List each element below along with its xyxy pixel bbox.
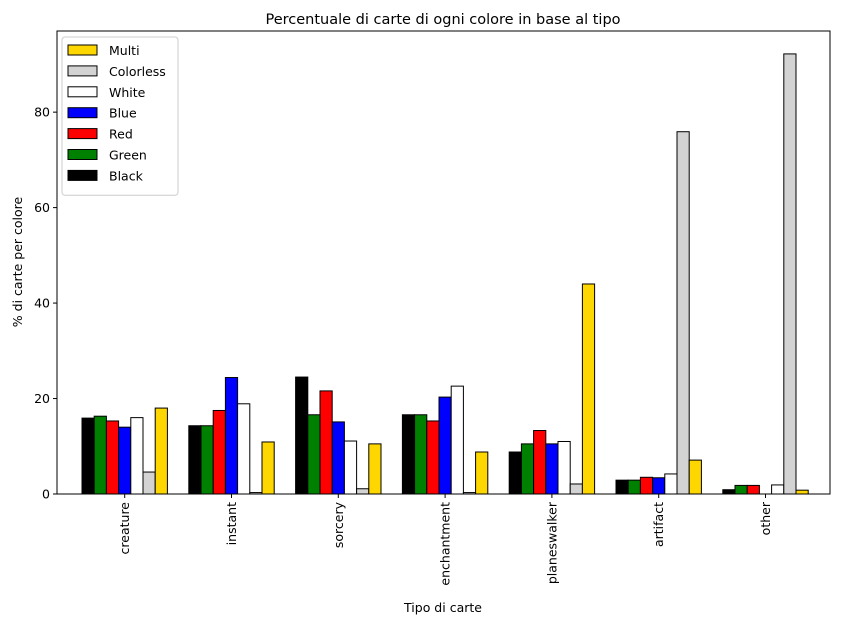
bar-red-artifact [639, 476, 654, 495]
bar-colorless-creature [142, 471, 156, 495]
bar-multi-planeswalker [581, 283, 596, 495]
y-tick-label: 20 [34, 391, 50, 406]
bar-multi-other [795, 489, 809, 495]
bar-blue-instant [224, 377, 239, 495]
bar-green-planeswalker [520, 443, 535, 495]
legend-swatch-multi [67, 44, 98, 56]
x-tick-label: creature [117, 502, 132, 555]
bar-red-enchantment [426, 420, 440, 495]
x-tick-label: sorcery [331, 501, 346, 548]
bar-black-artifact [615, 479, 629, 495]
bar-multi-enchantment [475, 451, 489, 495]
bar-black-sorcery [295, 376, 309, 495]
bar-green-other [734, 484, 748, 495]
x-axis-ticks: creature instant sorcery enchantment planesw… [117, 494, 773, 586]
bar-white-planeswalker [557, 440, 571, 495]
bar-green-enchantment [414, 414, 428, 495]
legend-label-green: Green [109, 148, 147, 163]
legend-swatch-black [67, 169, 98, 181]
x-tick-label: enchantment [438, 502, 453, 586]
legend-swatch-white [67, 86, 98, 98]
legend-label-black: Black [109, 168, 144, 183]
legend-swatch-blue [67, 107, 98, 119]
bar-green-artifact [627, 479, 641, 495]
bar-colorless-sorcery [356, 488, 370, 495]
bar-blue-artifact [652, 477, 666, 495]
bar-blue-creature [118, 426, 132, 495]
bar-multi-creature [154, 407, 168, 495]
bar-multi-instant [261, 441, 275, 495]
legend-swatch-red [67, 128, 98, 140]
bar-black-instant [188, 425, 202, 495]
bar-blue-planeswalker [545, 443, 559, 495]
bar-black-enchantment [401, 414, 416, 495]
x-tick-label: other [758, 501, 773, 535]
y-axis-ticks: 0 20 40 60 80 [34, 105, 57, 502]
bar-white-artifact [664, 473, 678, 495]
bar-multi-artifact [688, 459, 702, 495]
legend-label-multi: Multi [109, 43, 140, 58]
bar-white-other [771, 484, 785, 495]
bar-red-instant [212, 409, 226, 495]
bar-white-creature [130, 417, 144, 495]
bar-white-sorcery [343, 440, 358, 495]
bar-colorless-artifact [676, 131, 690, 495]
x-tick-label: instant [224, 502, 239, 545]
legend-swatch-green [67, 149, 98, 160]
bar-multi-sorcery [368, 443, 382, 495]
bar-green-creature [93, 415, 107, 495]
y-axis-label: % di carte per colore [10, 196, 25, 327]
y-tick-label: 0 [42, 487, 50, 502]
y-tick-label: 80 [34, 105, 50, 120]
legend-swatch-colorless [67, 65, 98, 77]
bar-black-other [722, 489, 736, 495]
chart-title: Percentuale di carte di ogni colore in b… [265, 12, 620, 28]
bar-red-creature [105, 420, 120, 495]
legend: Multi Colorless White Blue Red Green Black [61, 36, 179, 196]
legend-label-red: Red [109, 127, 133, 142]
legend-label-white: White [109, 85, 146, 100]
bar-white-enchantment [450, 385, 464, 495]
legend-label-colorless: Colorless [109, 64, 166, 79]
bar-black-creature [81, 417, 95, 495]
bar-blue-enchantment [438, 396, 452, 495]
legend-label-blue: Blue [109, 106, 137, 121]
y-tick-label: 40 [34, 296, 50, 311]
x-tick-label: artifact [651, 502, 666, 547]
bar-colorless-planeswalker [569, 483, 583, 495]
bar-blue-sorcery [331, 421, 345, 495]
bar-green-instant [200, 425, 214, 495]
bars-group [81, 53, 809, 495]
bar-black-planeswalker [508, 451, 522, 495]
plot-frame [56, 30, 831, 495]
y-tick-label: 60 [34, 200, 50, 215]
bar-red-sorcery [319, 390, 333, 495]
bar-white-instant [237, 403, 251, 495]
x-tick-label: planeswalker [544, 501, 559, 584]
x-axis-label: Tipo di carte [403, 600, 482, 615]
bar-red-planeswalker [533, 430, 547, 495]
bar-red-other [746, 484, 760, 495]
bar-colorless-other [783, 53, 797, 495]
bar-green-sorcery [307, 414, 321, 495]
